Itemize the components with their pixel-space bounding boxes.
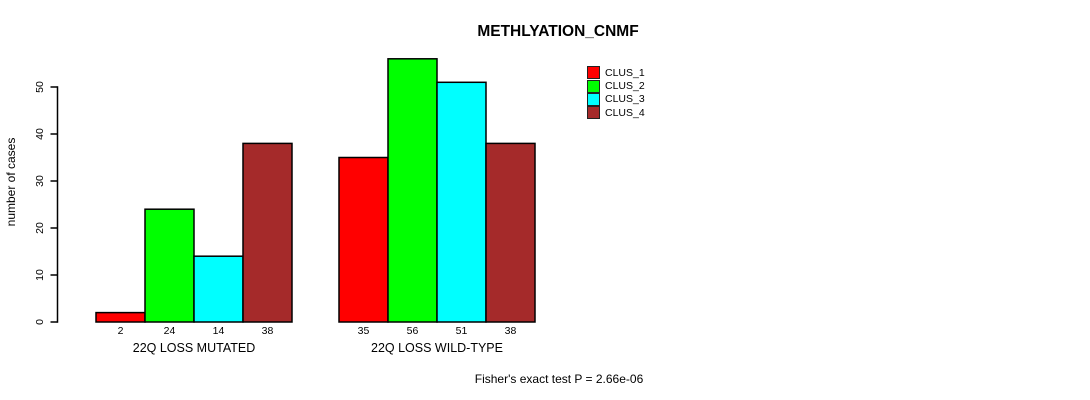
bar-clus_1-group1 (95, 311, 146, 323)
bar-clus_4-group1 (242, 142, 293, 323)
y-tick-label: 40 (34, 128, 46, 140)
legend: CLUS_1 CLUS_2 CLUS_3 CLUS_4 (587, 66, 645, 120)
fisher-test-annotation: Fisher's exact test P = 2.66e-06 (474, 372, 644, 386)
bar-clus_4-group2 (485, 142, 536, 323)
legend-swatch-icon (587, 106, 600, 120)
bar-value-label: 38 (505, 325, 517, 337)
bar-value-label: 24 (164, 325, 176, 337)
legend-swatch-icon (587, 92, 600, 106)
bar-value-label: 14 (213, 325, 225, 337)
bar-value-label: 2 (118, 325, 124, 337)
bar-clus_3-group2 (436, 81, 487, 323)
y-axis-title: number of cases (4, 137, 18, 227)
legend-item: CLUS_2 (587, 79, 645, 93)
legend-item: CLUS_1 (587, 66, 645, 80)
bar-clus_1-group2 (338, 156, 389, 323)
legend-item: CLUS_4 (587, 106, 645, 120)
y-tick-label: 10 (34, 269, 46, 281)
y-tick-label: 50 (34, 81, 46, 93)
y-tick-label: 0 (34, 319, 46, 325)
bar-clus_2-group1 (144, 208, 195, 323)
legend-swatch-icon (587, 79, 600, 93)
bar-value-label: 56 (407, 325, 419, 337)
legend-label: CLUS_3 (605, 93, 645, 106)
legend-label: CLUS_1 (605, 66, 645, 79)
bar-value-label: 38 (262, 325, 274, 337)
group-label: 22Q LOSS WILD-TYPE (371, 341, 503, 355)
legend-label: CLUS_4 (605, 106, 645, 119)
legend-label: CLUS_2 (605, 80, 645, 93)
bar-value-label: 51 (456, 325, 468, 337)
bar-clus_3-group1 (193, 255, 244, 323)
group-label: 22Q LOSS MUTATED (133, 341, 255, 355)
y-tick-label: 30 (34, 175, 46, 187)
chart-title: METHLYATION_CNMF (477, 23, 639, 40)
legend-item: CLUS_3 (587, 92, 645, 106)
bar-value-label: 35 (358, 325, 370, 337)
y-tick-label: 20 (34, 222, 46, 234)
bar-clus_2-group2 (387, 58, 438, 323)
legend-swatch-icon (587, 66, 600, 80)
